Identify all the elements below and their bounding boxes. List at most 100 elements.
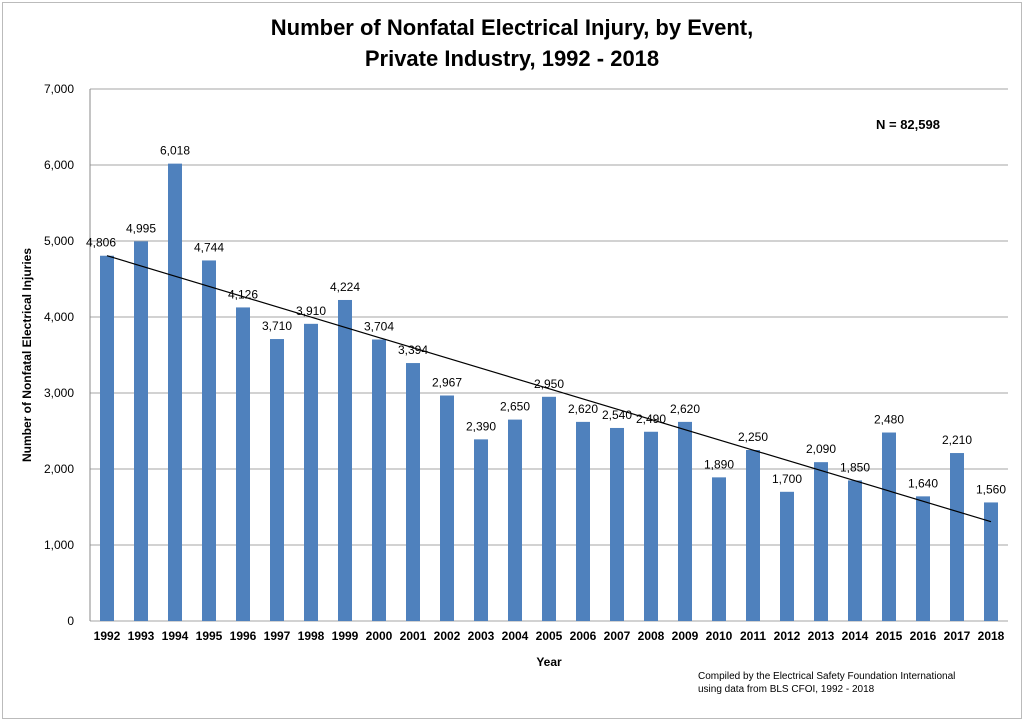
- data-label: 2,090: [806, 442, 836, 456]
- y-tick-label: 4,000: [44, 310, 74, 324]
- bar: [134, 241, 148, 621]
- data-label: 2,620: [670, 402, 700, 416]
- x-tick-label: 2015: [876, 629, 903, 643]
- data-label: 2,490: [636, 412, 666, 426]
- bar: [406, 363, 420, 621]
- data-label: 4,995: [126, 221, 156, 235]
- bar: [270, 339, 284, 621]
- trendline: [106, 255, 992, 523]
- y-tick-label: 1,000: [44, 538, 74, 552]
- bar: [508, 419, 522, 621]
- bar: [372, 339, 386, 621]
- source-line1: Compiled by the Electrical Safety Founda…: [698, 671, 956, 682]
- data-label: 4,806: [86, 236, 116, 250]
- data-label: 2,967: [432, 376, 462, 390]
- data-label: 2,650: [500, 400, 530, 414]
- x-tick-label: 2002: [434, 629, 461, 643]
- bar: [236, 307, 250, 621]
- bar: [100, 255, 114, 621]
- y-tick-label: 3,000: [44, 386, 74, 400]
- x-tick-label: 1996: [230, 629, 257, 643]
- x-tick-label: 1997: [264, 629, 291, 643]
- x-tick-label: 2007: [604, 629, 631, 643]
- bar: [542, 396, 556, 621]
- x-tick-label: 1999: [332, 629, 359, 643]
- data-label: 2,250: [738, 430, 768, 444]
- x-tick-label: 2009: [672, 629, 699, 643]
- source-note: Compiled by the Electrical Safety Founda…: [698, 670, 955, 696]
- x-tick-label: 2005: [536, 629, 563, 643]
- y-tick-label: 0: [67, 614, 74, 628]
- x-tick-label: 1992: [94, 629, 121, 643]
- data-label: 2,480: [874, 413, 904, 427]
- x-tick-label: 1995: [196, 629, 223, 643]
- bar: [848, 480, 862, 621]
- chart-title-line2: Private Industry, 1992 - 2018: [364, 46, 660, 71]
- y-tick-label: 5,000: [44, 234, 74, 248]
- data-label: 4,224: [330, 280, 360, 294]
- y-tick-label: 2,000: [44, 462, 74, 476]
- x-tick-label: 2013: [808, 629, 835, 643]
- x-tick-label: 1994: [162, 629, 189, 643]
- x-tick-label: 2003: [468, 629, 495, 643]
- total-annotation: N = 82,598: [876, 117, 940, 132]
- x-tick-label: 2014: [842, 629, 869, 643]
- x-tick-label: 2011: [740, 629, 766, 643]
- x-tick-label: 2006: [570, 629, 597, 643]
- bar: [678, 421, 692, 621]
- bar: [814, 462, 828, 621]
- data-label: 6,018: [160, 144, 190, 158]
- bar: [440, 395, 454, 621]
- source-line2: using data from BLS CFOI, 1992 - 2018: [698, 684, 875, 695]
- y-axis-title: Number of Nonfatal Electrical Injuries: [20, 248, 34, 462]
- x-tick-label: 2000: [366, 629, 393, 643]
- data-label: 2,620: [568, 402, 598, 416]
- x-tick-label: 2004: [502, 629, 529, 643]
- data-label: 2,210: [942, 433, 972, 447]
- bar: [950, 453, 964, 621]
- bar: [746, 450, 760, 621]
- bar: [644, 431, 658, 621]
- data-label: 2,540: [602, 408, 632, 422]
- data-label: 1,640: [908, 476, 938, 490]
- bar: [338, 299, 352, 621]
- chart-title: Number of Nonfatal Electrical Injury, by…: [0, 12, 1024, 74]
- x-tick-label: 2001: [400, 629, 427, 643]
- x-tick-label: 2012: [774, 629, 801, 643]
- bar: [304, 323, 318, 621]
- data-label: 1,560: [976, 482, 1006, 496]
- bar: [610, 427, 624, 621]
- data-label: 3,704: [364, 319, 394, 333]
- y-tick-label: 7,000: [44, 82, 74, 96]
- x-tick-label: 2008: [638, 629, 665, 643]
- bar: [576, 421, 590, 621]
- bar: [882, 432, 896, 621]
- bar: [916, 496, 930, 621]
- bar: [202, 260, 216, 621]
- data-label: 3,910: [296, 304, 326, 318]
- data-label: 4,126: [228, 287, 258, 301]
- data-label: 3,394: [398, 343, 428, 357]
- bar: [712, 477, 726, 621]
- chart-title-line1: Number of Nonfatal Electrical Injury, by…: [270, 15, 754, 40]
- x-tick-label: 2016: [910, 629, 937, 643]
- data-label: 3,710: [262, 319, 292, 333]
- data-label: 2,390: [466, 419, 496, 433]
- bar: [780, 491, 794, 621]
- bar: [474, 439, 488, 621]
- x-tick-label: 2010: [706, 629, 733, 643]
- x-axis-title: Year: [536, 655, 562, 669]
- data-label: 1,700: [772, 472, 802, 486]
- data-label: 4,744: [194, 240, 224, 254]
- data-label: 2,950: [534, 377, 564, 391]
- bar: [168, 163, 182, 621]
- data-label: 1,850: [840, 460, 870, 474]
- x-tick-label: 1998: [298, 629, 325, 643]
- bar: [984, 502, 998, 621]
- x-tick-label: 2017: [944, 629, 971, 643]
- x-tick-label: 1993: [128, 629, 155, 643]
- data-label: 1,890: [704, 457, 734, 471]
- y-tick-label: 6,000: [44, 158, 74, 172]
